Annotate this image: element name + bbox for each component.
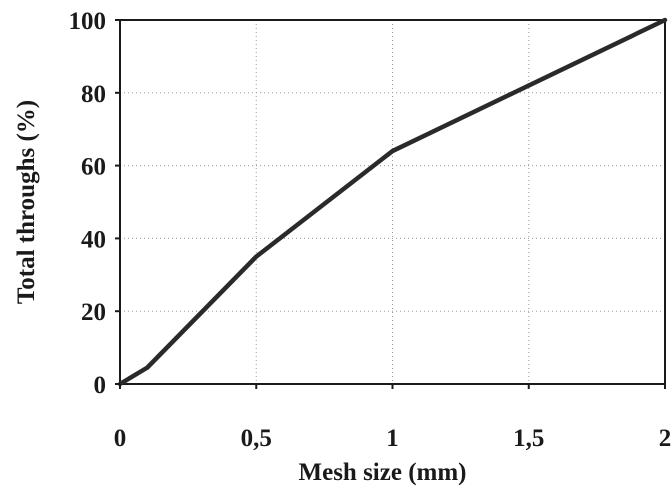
x-tick-label: 0: [114, 425, 127, 452]
y-axis-ticks: 0 20 40 60 80 100: [69, 8, 120, 399]
y-tick-label: 20: [81, 299, 106, 326]
x-tick-label: 1: [386, 425, 399, 452]
y-tick-label: 60: [81, 154, 106, 181]
plot-area-frame: [119, 19, 666, 385]
grid: [120, 20, 665, 384]
series-layer: [117, 17, 668, 387]
y-tick-label: 100: [69, 8, 107, 35]
x-tick-label: 0,5: [241, 425, 272, 452]
y-axis-title: Total throughs (%): [13, 100, 40, 304]
y-tick-label: 0: [94, 372, 107, 399]
x-axis-title: Mesh size (mm): [299, 459, 467, 486]
y-tick-label: 80: [81, 81, 106, 108]
series-line: [117, 17, 668, 387]
x-tick-label: 1,5: [513, 425, 544, 452]
x-tick-label: 2: [659, 425, 671, 452]
y-tick-label: 40: [81, 226, 106, 253]
x-axis-ticks: 0 0,5 1 1,5 2: [114, 384, 671, 452]
